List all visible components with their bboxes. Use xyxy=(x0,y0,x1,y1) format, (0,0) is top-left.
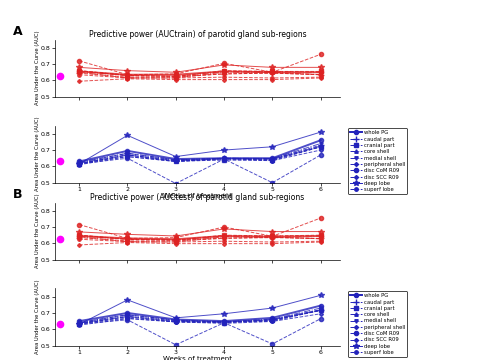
Y-axis label: Area Under the Curve (AUC): Area Under the Curve (AUC) xyxy=(34,31,40,105)
Title: Predictive power (AUCtrain) of parotid gland sub-regions: Predictive power (AUCtrain) of parotid g… xyxy=(88,30,306,39)
Legend: whole PG, caudal part, cranial part, core shell, medial shell, peripheral shell,: whole PG, caudal part, cranial part, cor… xyxy=(348,128,407,194)
Y-axis label: Area Under the Curve (AUC): Area Under the Curve (AUC) xyxy=(34,280,40,354)
Text: B: B xyxy=(12,188,22,201)
Title: Predictive power (AUCtest) of parotid gland sub-regions: Predictive power (AUCtest) of parotid gl… xyxy=(90,193,304,202)
Text: A: A xyxy=(12,25,22,38)
Y-axis label: Area Under the Curve (AUC): Area Under the Curve (AUC) xyxy=(34,194,40,269)
Y-axis label: Area Under the Curve (AUC): Area Under the Curve (AUC) xyxy=(34,117,40,192)
Legend: whole PG, caudal part, cranial part, core shell, medial shell, peripheral shell,: whole PG, caudal part, cranial part, cor… xyxy=(348,291,407,357)
X-axis label: Weeks of treatment: Weeks of treatment xyxy=(163,193,232,199)
X-axis label: Weeks of treatment: Weeks of treatment xyxy=(163,356,232,360)
